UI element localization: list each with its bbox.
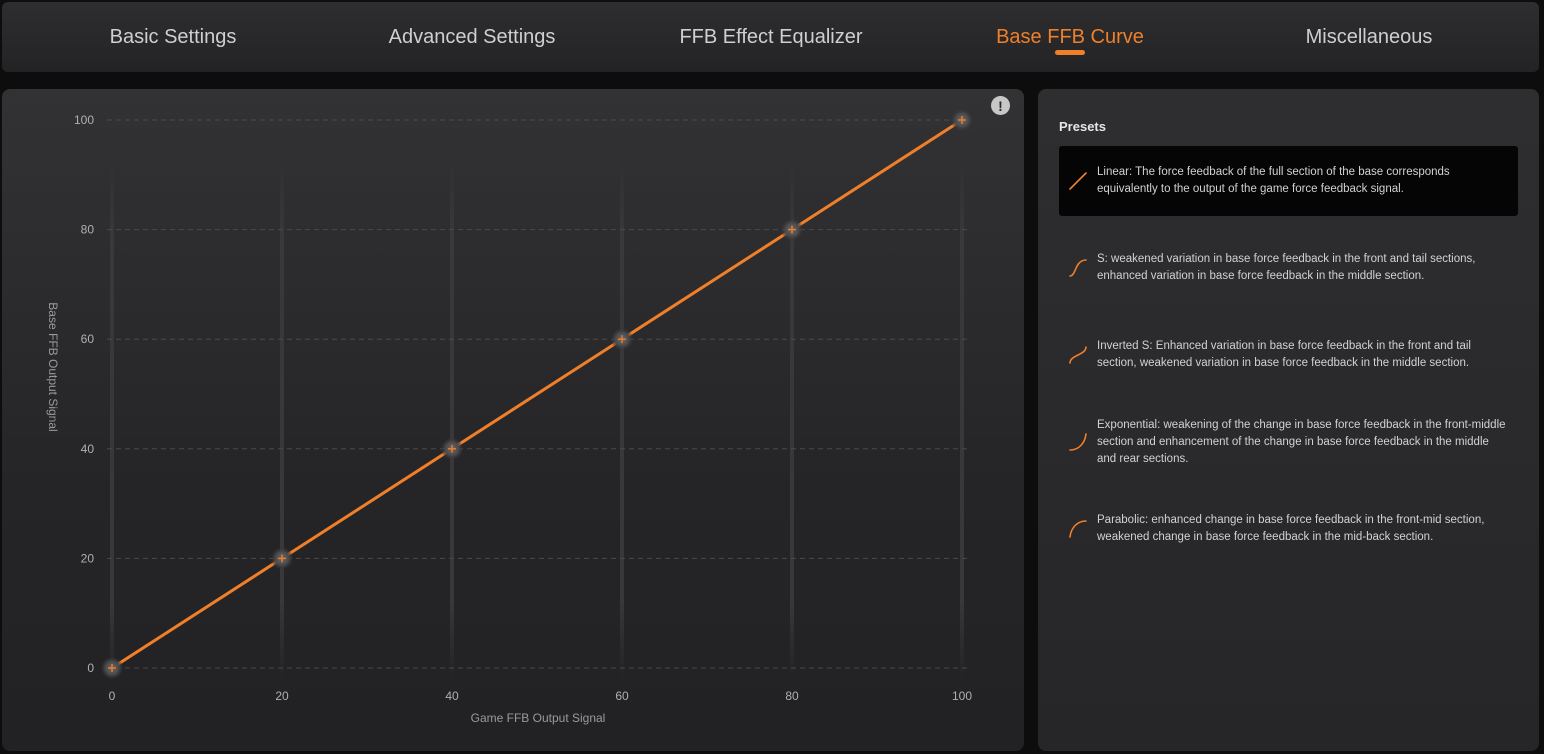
control-point[interactable]	[951, 109, 973, 131]
x-tick-label: 20	[275, 689, 289, 703]
x-tick-label: 40	[445, 689, 459, 703]
point-rail	[450, 159, 454, 679]
curve-line	[110, 118, 964, 670]
y-tick-label: 20	[81, 551, 95, 565]
tab-label: Base FFB Curve	[996, 25, 1144, 48]
tab-advanced-settings[interactable]: Advanced Settings	[322, 2, 622, 72]
y-tick-label: 60	[81, 332, 95, 346]
s-curve-icon	[1069, 259, 1087, 277]
linear-curve-icon	[1069, 172, 1087, 190]
ffb-curve-chart[interactable]: 0 20 40 60 80 100 0 20 40 60 80 100 Game FFB Outpu…	[2, 89, 1024, 751]
point-rail	[960, 159, 964, 679]
preset-exponential[interactable]: Exponential: weakening of the change in …	[1059, 407, 1518, 477]
inverted-s-curve-icon	[1069, 346, 1087, 364]
tab-label: Advanced Settings	[388, 25, 556, 48]
preset-description: S: weakened variation in base force feed…	[1097, 253, 1476, 282]
tab-label: Basic Settings	[109, 25, 237, 48]
x-axis-label: Game FFB Output Signal	[471, 711, 606, 725]
y-tick-label: 40	[81, 442, 95, 456]
active-tab-indicator	[1055, 50, 1085, 55]
preset-description: Linear: The force feedback of the full s…	[1097, 166, 1450, 195]
tab-label: Miscellaneous	[1305, 25, 1433, 48]
tab-ffb-effect-equalizer[interactable]: FFB Effect Equalizer	[621, 2, 921, 72]
info-icon-glyph: !	[998, 97, 1003, 114]
tab-label: FFB Effect Equalizer	[679, 25, 863, 48]
preset-parabolic[interactable]: Parabolic: enhanced change in base force…	[1059, 494, 1518, 564]
point-rail	[790, 159, 794, 679]
tab-miscellaneous[interactable]: Miscellaneous	[1219, 2, 1519, 72]
preset-s[interactable]: S: weakened variation in base force feed…	[1059, 233, 1518, 303]
exponential-curve-icon	[1069, 433, 1087, 451]
tab-base-ffb-curve[interactable]: Base FFB Curve	[920, 2, 1220, 72]
curve-chart-panel: 0 20 40 60 80 100 0 20 40 60 80 100 Game FFB Outpu…	[2, 89, 1024, 751]
tab-basic-settings[interactable]: Basic Settings	[23, 2, 323, 72]
presets-panel: Presets Linear: The force feedback of th…	[1038, 89, 1539, 751]
y-tick-label: 80	[81, 223, 95, 237]
x-tick-label: 0	[109, 689, 116, 703]
preset-description: Parabolic: enhanced change in base force…	[1097, 514, 1485, 543]
preset-inverted-s[interactable]: Inverted S: Enhanced variation in base f…	[1059, 320, 1518, 390]
preset-description: Exponential: weakening of the change in …	[1097, 418, 1506, 465]
control-point[interactable]	[781, 218, 803, 241]
control-point[interactable]	[611, 328, 633, 351]
x-tick-label: 60	[615, 689, 629, 703]
preset-linear[interactable]: Linear: The force feedback of the full s…	[1059, 146, 1518, 216]
point-rail	[280, 159, 284, 679]
y-tick-label: 100	[74, 113, 94, 127]
y-axis-label: Base FFB Output Signal	[46, 302, 60, 431]
parabolic-curve-icon	[1069, 520, 1087, 538]
tab-bar: Basic Settings Advanced Settings FFB Eff…	[2, 2, 1539, 72]
control-point[interactable]	[441, 437, 463, 460]
control-point[interactable]	[271, 547, 293, 570]
x-tick-label: 80	[785, 689, 799, 703]
y-tick-label: 0	[87, 661, 94, 675]
presets-title: Presets	[1059, 119, 1106, 134]
point-rail	[110, 159, 114, 679]
info-icon[interactable]: !	[991, 96, 1010, 115]
preset-description: Inverted S: Enhanced variation in base f…	[1097, 340, 1471, 369]
control-point[interactable]	[101, 657, 123, 679]
point-rail	[620, 159, 624, 679]
x-tick-label: 100	[952, 689, 972, 703]
